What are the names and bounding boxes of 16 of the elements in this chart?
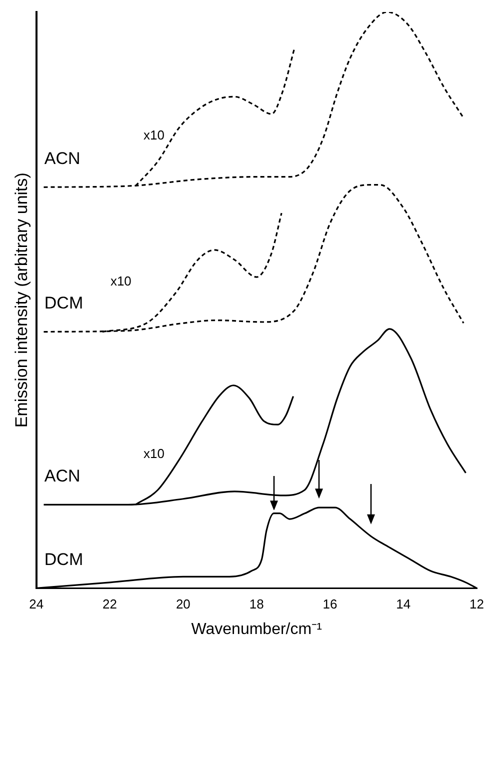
x-tick-label: 16 — [322, 596, 338, 612]
x-tick-label: 20 — [176, 596, 190, 612]
series-label: x10 — [143, 446, 164, 462]
series-label: DCM — [44, 550, 84, 569]
y-axis-title: Emission intensity (arbitrary units) — [12, 172, 31, 428]
series-label: DCM — [44, 293, 84, 312]
x-tick-label: 22 — [102, 596, 118, 612]
series-label: x10 — [143, 128, 164, 143]
x-tick-label: 14 — [396, 596, 411, 612]
series-label: ACN — [44, 466, 80, 486]
x-tick-label: 18 — [249, 596, 264, 612]
x-axis-title: Wavenumber/cm⁻¹ — [191, 620, 322, 638]
text: x10 — [110, 273, 132, 288]
x-tick-label: 24 — [29, 596, 44, 612]
x-tick-label: 12 — [470, 596, 484, 612]
series-label: ACN — [44, 148, 80, 168]
